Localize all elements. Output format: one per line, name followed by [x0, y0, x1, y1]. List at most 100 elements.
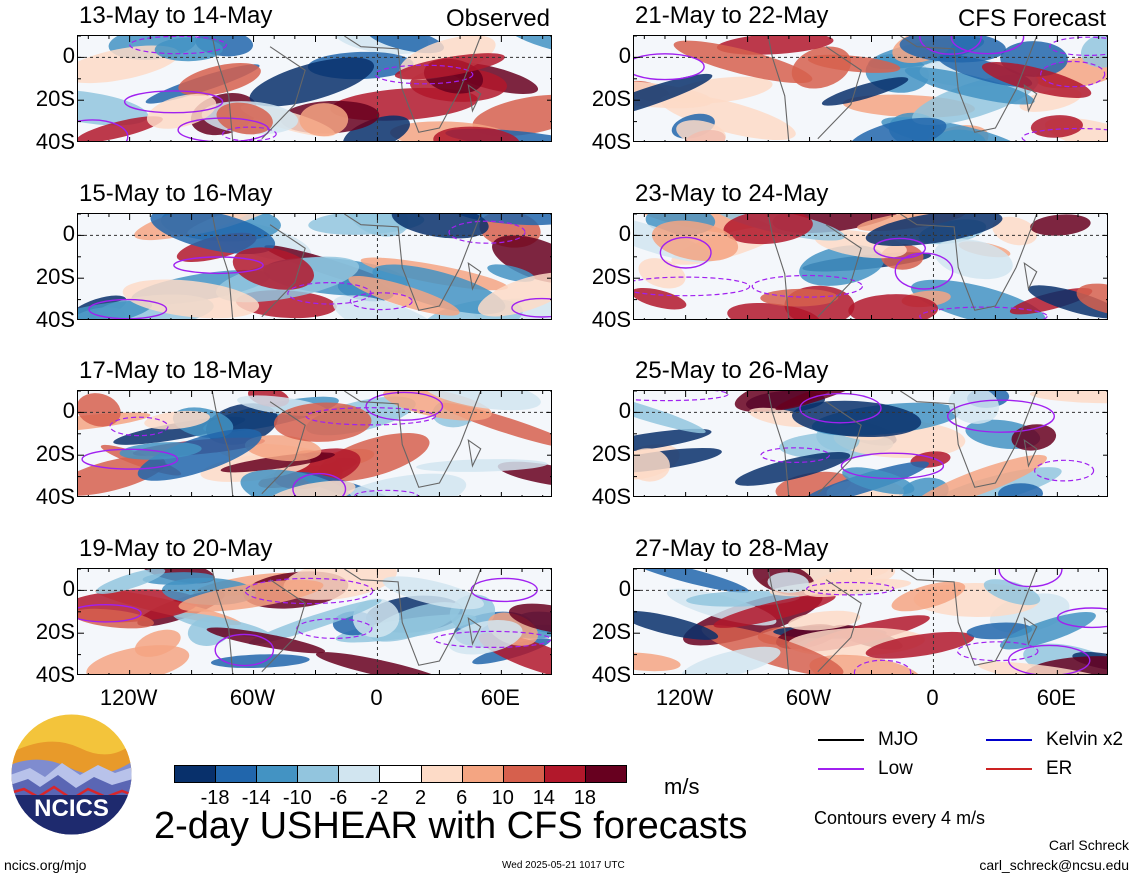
legend-label: ER [1046, 758, 1073, 779]
colorbar-swatch [379, 765, 422, 783]
colorbar-tick-label: 14 [532, 787, 555, 809]
footer-url[interactable]: ncics.org/mjo [4, 857, 87, 873]
low-contour-negative [305, 407, 437, 426]
low-contour [799, 392, 882, 424]
low-contour [950, 36, 1025, 55]
panel-title: 27-May to 28-May [635, 535, 829, 562]
y-tick-label: 20S [591, 264, 631, 290]
colorbar-swatch [297, 765, 340, 783]
low-contour [173, 256, 264, 275]
low-contour [659, 236, 712, 269]
y-tick-label: 0 [62, 221, 75, 247]
colorbar-tick-label: -6 [329, 787, 348, 809]
y-tick-label: 0 [62, 43, 75, 69]
low-contour [292, 472, 347, 496]
legend-line [818, 739, 864, 741]
madagascar-coastline [467, 439, 482, 468]
y-tick-label: 40S [35, 129, 75, 154]
madagascar-coastline [467, 262, 482, 291]
low-contour [1007, 644, 1091, 674]
coastline [767, 214, 1038, 319]
y-tick-label: 20S [35, 441, 75, 467]
low-contour-negative [296, 618, 373, 639]
footer-author: Carl Schreck [1048, 837, 1129, 853]
y-tick-label: 0 [62, 398, 75, 424]
panel-tag: CFS Forecast [957, 5, 1106, 32]
low-contour-negative [287, 282, 372, 305]
colorbar-swatch [543, 765, 586, 783]
x-tick-label: 0 [370, 685, 383, 710]
low-contour-negative [1049, 36, 1107, 56]
low-contour [81, 448, 179, 470]
coastline [767, 36, 1038, 141]
low-contour-negative [375, 64, 474, 85]
panel-title: 17-May to 18-May [79, 357, 273, 384]
ncics-logo: NCICS [10, 713, 133, 836]
legend-line [986, 739, 1032, 741]
colorbar-swatch [502, 765, 545, 783]
y-tick-label: 20S [35, 264, 75, 290]
madagascar-coastline [1023, 439, 1038, 468]
panel-title: 19-May to 20-May [79, 535, 273, 562]
y-tick-label: 40S [35, 484, 75, 509]
y-tick-label: 0 [618, 576, 631, 602]
low-contour [470, 577, 538, 603]
colorbar-swatch [256, 765, 299, 783]
low-contour-negative [919, 306, 1048, 319]
colorbar-swatch [461, 765, 504, 783]
colorbar-swatch [174, 765, 217, 783]
y-tick-label: 20S [591, 86, 631, 112]
low-contour-negative [354, 489, 418, 496]
panel-title: 21-May to 22-May [635, 2, 829, 29]
coastline [211, 36, 482, 141]
y-tick-label: 20S [591, 441, 631, 467]
y-tick-label: 0 [62, 576, 75, 602]
y-tick-label: 40S [591, 129, 631, 154]
y-tick-label: 40S [35, 307, 75, 332]
x-tick-label: 120W [655, 685, 714, 710]
panel-title: 13-May to 14-May [79, 2, 273, 29]
low-contour-negative [222, 126, 277, 141]
legend-line [818, 768, 864, 770]
y-tick-label: 40S [591, 662, 631, 687]
low-contour-negative [751, 274, 864, 298]
low-contour [177, 117, 270, 141]
x-tick-label: 60W [229, 685, 276, 710]
colorbar-tick-label: -10 [282, 787, 312, 809]
heatmap-panel [633, 213, 1108, 320]
y-tick-label: 20S [35, 619, 75, 645]
low-contour-negative [634, 276, 751, 297]
coastline [211, 391, 482, 496]
legend-line [986, 768, 1032, 770]
panel-tag: Observed [445, 5, 550, 32]
low-contour-negative [244, 577, 374, 605]
panel-title: 25-May to 26-May [635, 357, 829, 384]
contour-note: Contours every 4 m/s [814, 808, 986, 828]
colorbar [174, 765, 627, 785]
footer-email[interactable]: carl_schreck@ncsu.edu [979, 857, 1129, 873]
y-tick-label: 0 [618, 221, 631, 247]
units-label: m/s [664, 774, 700, 799]
heatmap-panel [77, 390, 552, 497]
heatmap-panel [633, 568, 1108, 675]
coastline [767, 391, 1038, 496]
y-tick-label: 40S [35, 662, 75, 687]
heatmap-panel [77, 568, 552, 675]
low-contour-negative [129, 36, 227, 55]
footer-timestamp: Wed 2025-05-21 1017 UTC [502, 860, 625, 871]
low-contour-negative [1040, 60, 1106, 88]
colorbar-swatch [215, 765, 258, 783]
y-tick-label: 0 [618, 398, 631, 424]
colorbar-tick-label: 6 [456, 787, 468, 809]
low-contour [78, 604, 142, 623]
y-tick-label: 40S [591, 484, 631, 509]
legend-label: MJO [878, 729, 919, 750]
x-tick-label: 60E [1036, 685, 1076, 710]
low-contour [947, 399, 1056, 433]
y-tick-label: 20S [591, 619, 631, 645]
heatmap-panel [77, 213, 552, 320]
low-contour-negative [760, 447, 831, 463]
madagascar-coastline [467, 84, 482, 113]
low-contour [873, 237, 927, 259]
madagascar-coastline [467, 617, 482, 646]
